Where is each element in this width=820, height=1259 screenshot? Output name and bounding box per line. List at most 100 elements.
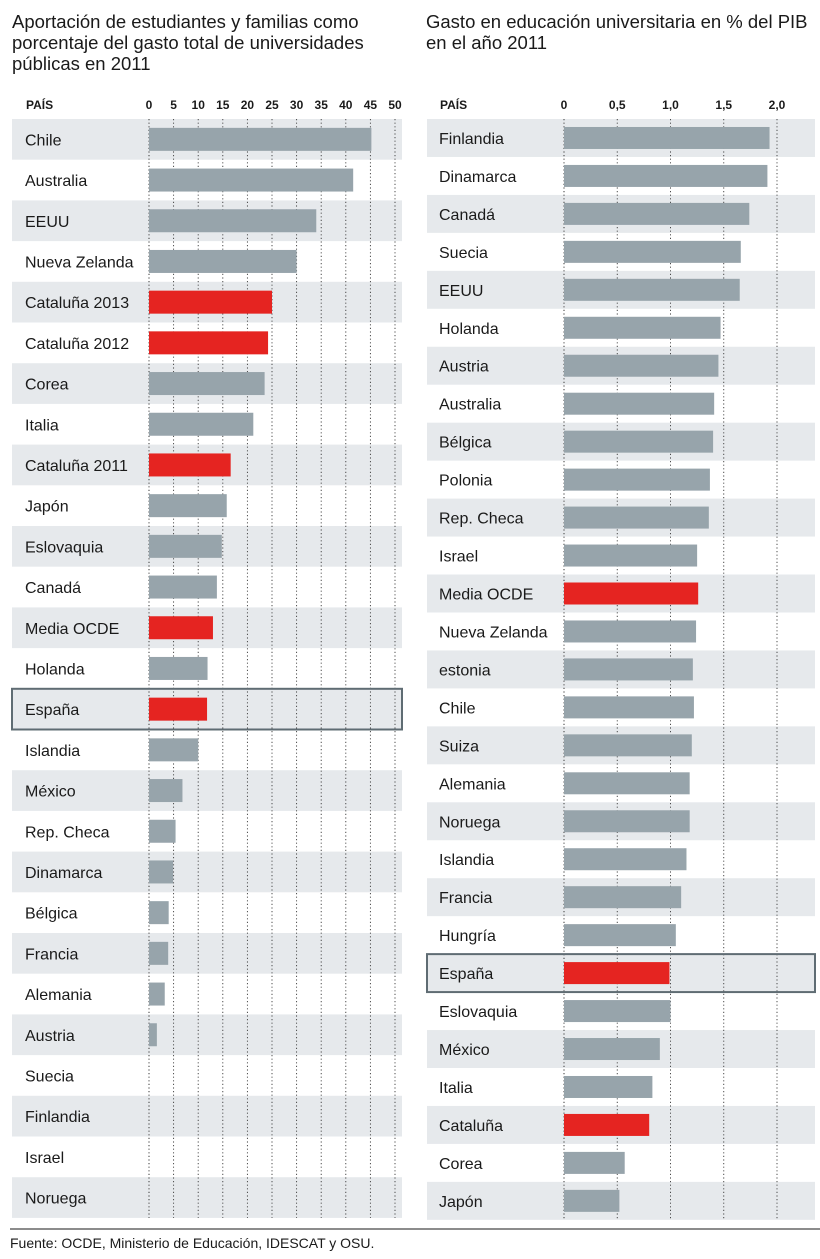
chart-1-category-label: Italia bbox=[25, 417, 59, 434]
chart-2-bar bbox=[564, 468, 710, 491]
chart-2-bar bbox=[564, 278, 740, 301]
chart-2-category-label: Alemania bbox=[439, 776, 506, 793]
chart-1-bar bbox=[149, 290, 272, 314]
chart-1-bar bbox=[149, 697, 208, 721]
chart-2-category-label: Suecia bbox=[439, 245, 488, 262]
chart-1-bar bbox=[149, 901, 169, 925]
chart-1-category-label: México bbox=[25, 784, 76, 801]
chart-2-category-label: Rep. Checa bbox=[439, 511, 524, 528]
chart-1-row-band bbox=[12, 933, 402, 974]
chart-1-x-tick-label: 35 bbox=[315, 98, 329, 112]
chart-2-bar bbox=[564, 924, 676, 947]
chart-2-category-label: Dinamarca bbox=[439, 169, 516, 186]
chart-2-category-label: estonia bbox=[439, 662, 491, 679]
chart-2-x-tick-label: 0 bbox=[561, 98, 568, 112]
chart-2-category-label: Canadá bbox=[439, 207, 495, 224]
chart-1-x-tick-label: 10 bbox=[192, 98, 206, 112]
chart-1-bar bbox=[149, 575, 217, 599]
chart-1-bar bbox=[149, 372, 265, 396]
chart-2-x-tick-label: 1,5 bbox=[715, 98, 732, 112]
chart-2-bar bbox=[564, 658, 693, 681]
chart-2-x-tick-label: 2,0 bbox=[769, 98, 786, 112]
chart-2-bar bbox=[564, 316, 721, 339]
chart-2-category-label: Noruega bbox=[439, 814, 500, 831]
chart-1-row-band bbox=[12, 1177, 402, 1218]
chart-2-category-label: Hungría bbox=[439, 928, 496, 945]
chart-1-category-label: Japón bbox=[25, 499, 69, 516]
chart-1-category-header: PAÍS bbox=[26, 97, 53, 112]
chart-1-bar bbox=[149, 819, 176, 843]
chart-2-bar bbox=[564, 430, 714, 453]
chart-1-row-band bbox=[12, 1095, 402, 1137]
chart-1-category-label: Canadá bbox=[25, 580, 81, 597]
chart-2-bar bbox=[564, 772, 690, 795]
chart-1-bar bbox=[149, 331, 269, 355]
chart-1-plot: 0 5 10 15 20 25 30 35 40 45 50 Chile Australia EEUU Nu… bbox=[11, 98, 403, 1218]
chart-2-bar bbox=[564, 582, 699, 605]
chart-2-bar bbox=[564, 202, 750, 225]
chart-1-bar bbox=[149, 249, 297, 273]
chart-2-plot: 0 0,5 1,0 1,5 2,0 Finlandia Dinamarca Canadá Sue… bbox=[426, 98, 816, 1220]
chart-1-category-label: Media OCDE bbox=[25, 621, 119, 638]
chart-1-category-label: Cataluña 2012 bbox=[25, 336, 129, 353]
chart-1-highlight-frame bbox=[11, 687, 403, 731]
chart-2-category-label: Finlandia bbox=[439, 131, 504, 148]
chart-2-bar bbox=[564, 734, 692, 757]
chart-2-bar bbox=[564, 696, 694, 719]
chart-2-category-label: Islandia bbox=[439, 852, 494, 869]
chart-1-x-tick-label: 50 bbox=[388, 98, 402, 112]
chart-1-category-label: Holanda bbox=[25, 661, 85, 678]
chart-1-category-label: Suecia bbox=[25, 1068, 74, 1085]
chart-2-category-label: Holanda bbox=[439, 321, 499, 338]
chart-1-category-label: Cataluña 2013 bbox=[25, 295, 129, 312]
chart-2-bar bbox=[564, 886, 682, 909]
chart-2-category-label: Media OCDE bbox=[439, 587, 533, 604]
chart-1-bar bbox=[149, 860, 174, 884]
chart-1-x-tick-label: 5 bbox=[170, 98, 177, 112]
chart-2-category-label: Australia bbox=[439, 397, 501, 414]
source-note: Fuente: OCDE, Ministerio de Educación, I… bbox=[10, 1235, 375, 1251]
chart-1-bar bbox=[149, 168, 354, 192]
chart-1-bar bbox=[149, 209, 317, 233]
chart-2-category-label: Israel bbox=[439, 549, 478, 566]
chart-1-category-label: Noruega bbox=[25, 1191, 86, 1208]
chart-2-highlight-frame bbox=[426, 953, 816, 994]
chart-1-bar bbox=[149, 494, 227, 518]
chart-2-category-label: Cataluña bbox=[439, 1118, 503, 1135]
chart-1-row-band bbox=[12, 851, 402, 893]
chart-1-bar bbox=[149, 941, 169, 965]
chart-1-category-label: España bbox=[25, 702, 79, 719]
chart-1-bar bbox=[149, 412, 254, 436]
chart-1-x-tick-label: 40 bbox=[339, 98, 353, 112]
chart-2-bar bbox=[564, 240, 741, 263]
chart-1-bar bbox=[149, 127, 372, 151]
chart-2-bar bbox=[564, 1038, 660, 1061]
chart-2-bar bbox=[564, 962, 670, 985]
chart-1-x-tick-label: 45 bbox=[364, 98, 378, 112]
chart-1-category-label: Corea bbox=[25, 377, 69, 394]
chart-1-row-band bbox=[12, 1014, 402, 1056]
chart-1-category-label: Israel bbox=[25, 1150, 64, 1167]
chart-2-bar bbox=[564, 392, 715, 415]
chart-1-category-label: Cataluña 2011 bbox=[25, 458, 128, 475]
chart-1-row-band bbox=[12, 770, 402, 811]
chart-1-category-label: Rep. Checa bbox=[25, 824, 110, 841]
chart-2-category-label: España bbox=[439, 966, 493, 983]
chart-2-bar bbox=[564, 544, 698, 567]
chart-1-bar bbox=[149, 1023, 157, 1047]
chart-2-bar bbox=[564, 354, 719, 377]
chart-2-category-label: Japón bbox=[439, 1194, 483, 1211]
chart-1-bar bbox=[149, 779, 183, 803]
chart-2-category-label: Francia bbox=[439, 890, 492, 907]
chart-2-category-label: Austria bbox=[439, 359, 489, 376]
chart-1-category-label: Francia bbox=[25, 946, 78, 963]
chart-1-bar bbox=[149, 982, 165, 1006]
chart-2-x-tick-label: 1,0 bbox=[662, 98, 679, 112]
chart-2-bar bbox=[564, 1075, 653, 1098]
chart-2-bar bbox=[564, 1113, 650, 1136]
chart-2-category-label: México bbox=[439, 1042, 490, 1059]
chart-1-category-label: Australia bbox=[25, 173, 87, 190]
chart-1-bar bbox=[149, 616, 213, 640]
chart-1-x-tick-label: 20 bbox=[241, 98, 255, 112]
